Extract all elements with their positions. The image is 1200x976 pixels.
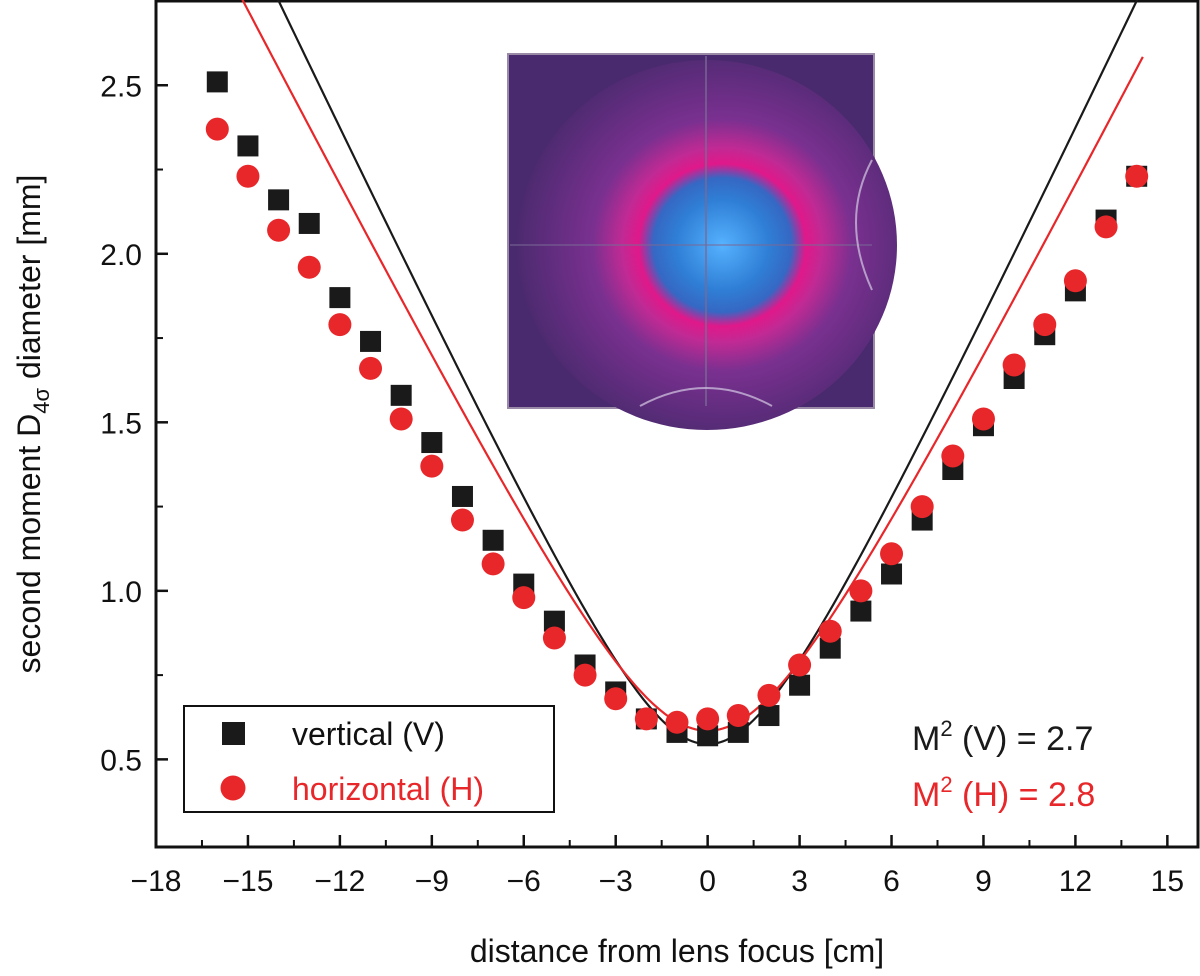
x-tick-label: 15 [1151, 865, 1184, 898]
x-axis-label: distance from lens focus [cm] [470, 933, 884, 969]
point-horizontal [450, 508, 474, 532]
y-axis-label: second moment D4σ diameter [mm] [11, 175, 54, 674]
point-vertical [298, 212, 320, 234]
point-horizontal [481, 552, 505, 576]
point-horizontal [1033, 313, 1057, 337]
point-vertical [451, 485, 473, 507]
point-horizontal [696, 707, 720, 731]
point-horizontal [818, 619, 842, 643]
point-horizontal [297, 255, 321, 279]
point-horizontal [573, 663, 597, 687]
point-horizontal [205, 117, 229, 141]
point-horizontal [359, 356, 383, 380]
legend-label-vertical: vertical (V) [292, 716, 445, 752]
legend: vertical (V) horizontal (H) [183, 705, 555, 813]
point-vertical [237, 135, 259, 157]
x-tick-label: 9 [975, 865, 992, 898]
point-horizontal [788, 653, 812, 677]
x-tick-label: 3 [791, 865, 808, 898]
y-axis-ticks: 0.5 1.0 1.5 2.0 2.5 [100, 0, 168, 777]
point-vertical [789, 674, 811, 696]
legend-label-horizontal: horizontal (H) [292, 771, 484, 807]
y-tick-label: 1.0 [100, 576, 142, 609]
y-tick-label: 2.5 [100, 70, 142, 103]
point-vertical [206, 71, 228, 93]
point-horizontal [757, 683, 781, 707]
point-vertical [421, 432, 443, 454]
legend-marker-vertical [222, 722, 245, 745]
point-horizontal [328, 313, 352, 337]
point-horizontal [726, 704, 750, 728]
point-horizontal [267, 218, 291, 242]
x-tick-label: 0 [699, 865, 716, 898]
point-horizontal [420, 454, 444, 478]
point-horizontal [542, 626, 566, 650]
x-tick-label: 12 [1059, 865, 1092, 898]
point-vertical [390, 384, 412, 406]
x-axis-ticks: −18 −15 −12 −9 −6 −3 0 3 6 9 12 15 [131, 835, 1184, 898]
legend-marker-horizontal [220, 775, 246, 801]
plot-frame [154, 0, 1200, 849]
point-vertical [329, 287, 351, 309]
point-horizontal [1125, 164, 1149, 188]
point-vertical [850, 600, 872, 622]
point-vertical [482, 529, 504, 551]
y-tick-label: 2.0 [100, 239, 142, 272]
beam-profile-inset [507, 53, 897, 430]
point-horizontal [1063, 269, 1087, 293]
x-tick-label: −18 [131, 865, 182, 898]
point-vertical [268, 189, 290, 211]
point-horizontal [1094, 215, 1118, 239]
point-vertical [543, 610, 565, 632]
point-vertical [697, 725, 719, 747]
point-horizontal [236, 164, 260, 188]
m2-horizontal-annotation: M2 (H) = 2.8 [912, 772, 1095, 814]
point-vertical [727, 721, 749, 743]
point-horizontal [941, 444, 965, 468]
point-horizontal [910, 495, 934, 519]
x-tick-label: −15 [222, 865, 273, 898]
x-tick-label: −12 [314, 865, 365, 898]
point-vertical [758, 705, 780, 727]
m2-vertical-annotation: M2 (V) = 2.7 [912, 716, 1093, 758]
point-horizontal [512, 586, 536, 610]
point-vertical [881, 563, 903, 585]
y-tick-label: 1.5 [100, 407, 142, 440]
x-tick-label: −6 [507, 865, 541, 898]
point-vertical [360, 330, 382, 352]
point-horizontal [634, 707, 658, 731]
point-horizontal [1002, 353, 1026, 377]
point-horizontal [849, 579, 873, 603]
point-horizontal [880, 542, 904, 566]
data-points [205, 71, 1149, 747]
x-tick-label: 6 [883, 865, 900, 898]
point-horizontal [389, 407, 413, 431]
x-tick-label: −3 [599, 865, 633, 898]
point-horizontal [665, 710, 689, 734]
y-tick-label: 0.5 [100, 744, 142, 777]
point-horizontal [971, 407, 995, 431]
legend-box [183, 705, 555, 813]
x-tick-label: −9 [415, 865, 449, 898]
point-horizontal [604, 687, 628, 711]
point-vertical [819, 637, 841, 659]
